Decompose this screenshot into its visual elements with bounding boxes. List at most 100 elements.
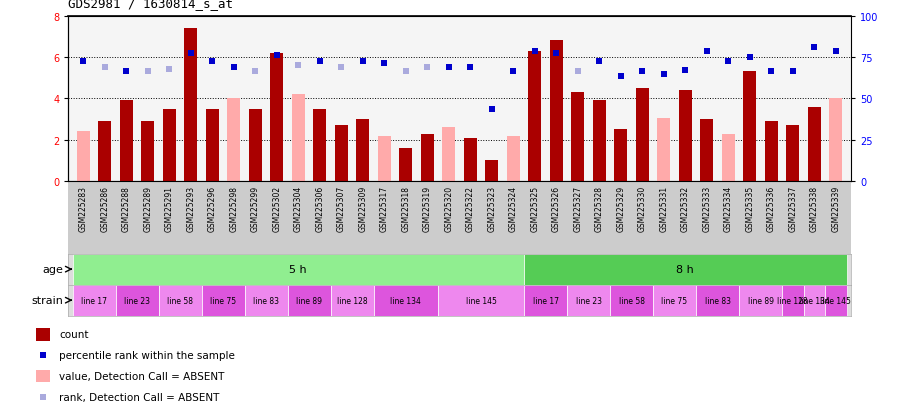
Point (36, 394, 51, 400)
Text: GSM225334: GSM225334 (723, 185, 733, 231)
Bar (141, 122, 155, 182)
Text: GSM225309: GSM225309 (359, 185, 368, 231)
Point (463, 65, 478, 71)
Text: line 75: line 75 (662, 296, 688, 305)
Point (334, 65, 349, 71)
Point (162, 67, 177, 74)
Bar (292, 95, 305, 182)
Text: GSM225323: GSM225323 (487, 185, 496, 231)
Bar (120, 101, 133, 182)
Bar (206, 109, 218, 182)
Text: GSM225317: GSM225317 (379, 185, 389, 231)
Bar (764, 122, 778, 182)
Text: line 23: line 23 (124, 296, 150, 305)
Bar (270, 54, 283, 182)
Text: line 58: line 58 (619, 296, 644, 305)
Text: line 58: line 58 (167, 296, 193, 305)
Text: GSM225302: GSM225302 (272, 185, 281, 231)
Bar (313, 109, 327, 182)
Text: strain: strain (32, 295, 64, 306)
Bar (679, 91, 692, 182)
Bar (636, 89, 649, 182)
Text: line 134: line 134 (799, 296, 830, 305)
Text: GSM225304: GSM225304 (294, 185, 303, 231)
Point (506, 69, 521, 76)
Text: 5 h: 5 h (289, 264, 307, 275)
Point (764, 69, 779, 76)
Point (592, 59, 607, 65)
Text: GSM225286: GSM225286 (100, 185, 109, 231)
Bar (782, 285, 804, 316)
Text: GSM225322: GSM225322 (466, 185, 475, 231)
Text: GSM225335: GSM225335 (745, 185, 754, 231)
Bar (571, 93, 584, 182)
Point (828, 48, 843, 55)
Bar (36, 328, 50, 341)
Text: GSM225324: GSM225324 (509, 185, 518, 231)
Text: GSM225336: GSM225336 (767, 185, 776, 231)
Point (399, 69, 413, 76)
Text: line 134: line 134 (390, 296, 421, 305)
Point (205, 59, 219, 65)
Bar (248, 109, 262, 182)
Point (184, 50, 198, 57)
Text: GSM225306: GSM225306 (315, 185, 324, 231)
Text: GSM225330: GSM225330 (638, 185, 647, 231)
Bar (825, 285, 846, 316)
Text: GSM225288: GSM225288 (122, 185, 131, 231)
Text: GSM225298: GSM225298 (229, 185, 238, 231)
Point (227, 65, 241, 71)
Bar (614, 130, 627, 182)
Text: GSM225333: GSM225333 (703, 185, 712, 231)
Text: line 17: line 17 (81, 296, 107, 305)
Point (377, 61, 391, 67)
Point (656, 71, 671, 78)
Point (721, 59, 735, 65)
Point (97, 65, 112, 71)
Text: GSM225307: GSM225307 (337, 185, 346, 231)
Point (613, 73, 628, 80)
Point (484, 106, 499, 113)
Bar (464, 138, 477, 182)
Text: line 128: line 128 (337, 296, 368, 305)
Point (36, 352, 51, 358)
Bar (696, 285, 739, 316)
Bar (804, 285, 825, 316)
Text: 8 h: 8 h (676, 264, 694, 275)
Text: GSM225325: GSM225325 (531, 185, 540, 231)
Text: GSM225329: GSM225329 (616, 185, 625, 231)
Bar (524, 285, 567, 316)
Bar (158, 285, 201, 316)
Bar (399, 149, 412, 182)
Bar (36, 370, 50, 382)
Bar (524, 254, 846, 285)
Bar (442, 128, 455, 182)
Point (140, 69, 155, 76)
Text: line 17: line 17 (532, 296, 559, 305)
Text: line 83: line 83 (704, 296, 731, 305)
Bar (245, 285, 288, 316)
Bar (739, 285, 782, 316)
Bar (529, 52, 541, 182)
Bar (73, 254, 524, 285)
Point (76, 59, 91, 65)
Text: GSM225332: GSM225332 (681, 185, 690, 231)
Text: line 23: line 23 (575, 296, 602, 305)
Bar (420, 134, 434, 182)
Bar (357, 120, 369, 182)
Text: GSM225299: GSM225299 (251, 185, 259, 231)
Bar (653, 285, 696, 316)
Point (420, 65, 435, 71)
Bar (373, 285, 438, 316)
Point (312, 59, 327, 65)
Bar (829, 99, 843, 182)
Text: GDS2981 / 1630814_s_at: GDS2981 / 1630814_s_at (68, 0, 233, 9)
Text: line 128: line 128 (777, 296, 808, 305)
Bar (592, 101, 606, 182)
Bar (722, 134, 734, 182)
Point (571, 69, 585, 76)
Bar (185, 29, 197, 182)
Bar (567, 285, 610, 316)
Text: GSM225296: GSM225296 (207, 185, 217, 231)
Bar (98, 122, 111, 182)
